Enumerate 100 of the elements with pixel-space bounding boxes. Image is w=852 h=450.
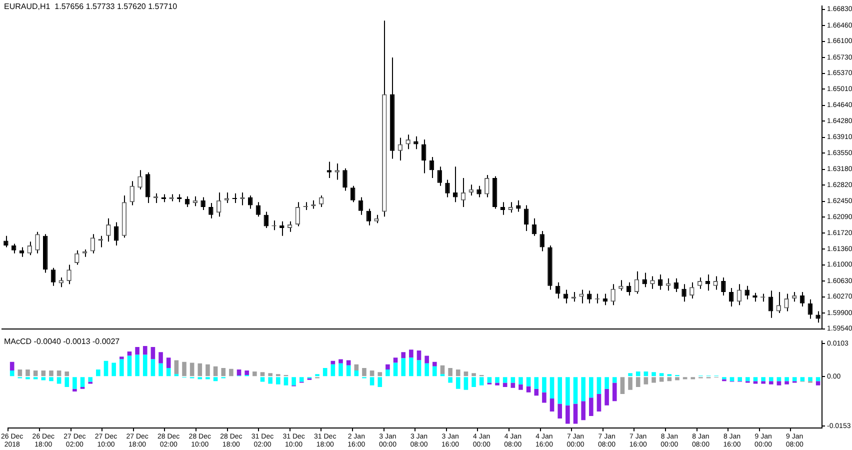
candlestick <box>74 250 80 266</box>
bar <box>667 377 672 382</box>
bar <box>338 359 343 364</box>
bar <box>393 358 398 363</box>
bar <box>112 362 116 376</box>
candlestick <box>184 196 190 208</box>
bar <box>589 398 594 416</box>
bar <box>652 377 656 383</box>
candlestick <box>508 202 513 214</box>
bar <box>72 388 77 392</box>
bar <box>260 372 265 376</box>
bar <box>581 401 586 420</box>
bar <box>416 360 422 376</box>
candlestick <box>800 291 805 307</box>
bar <box>589 377 594 398</box>
bar <box>346 360 351 366</box>
bar <box>330 360 336 364</box>
bar <box>432 366 437 376</box>
candlestick <box>334 163 340 180</box>
candlestick <box>114 222 119 246</box>
bar <box>244 370 250 376</box>
bar <box>330 364 336 376</box>
bar <box>190 362 194 376</box>
bar <box>550 398 554 412</box>
candlestick <box>90 234 96 254</box>
bar <box>198 363 202 376</box>
bar <box>550 377 554 399</box>
chart-title: MAcCD -0.0040 -0.0013 -0.0027 <box>4 337 120 346</box>
bar <box>628 377 632 390</box>
candlestick <box>453 166 458 203</box>
candlestick <box>768 290 774 318</box>
candlestick <box>224 192 230 204</box>
bar <box>604 388 609 406</box>
bar <box>784 381 789 384</box>
bar <box>424 356 429 364</box>
bar <box>64 377 70 387</box>
candlestick <box>484 174 490 198</box>
bar <box>652 372 656 376</box>
bar <box>158 363 163 376</box>
bar <box>472 377 476 387</box>
candlestick <box>658 274 663 290</box>
candlestick <box>287 220 292 232</box>
candlestick <box>445 179 450 198</box>
candlestick <box>690 282 694 300</box>
bar <box>816 377 820 382</box>
bar <box>768 381 774 384</box>
candlestick <box>35 231 40 254</box>
bar <box>252 371 257 376</box>
bar <box>386 370 390 376</box>
bar <box>26 370 30 376</box>
bar <box>518 377 523 384</box>
bar <box>510 377 516 383</box>
chart-title: EURAUD,H1 1.57656 1.57733 1.57620 1.57710 <box>4 2 178 11</box>
bar <box>432 362 437 366</box>
candlestick <box>256 202 261 218</box>
bar <box>604 377 609 389</box>
bar <box>753 377 758 382</box>
bar <box>800 377 805 382</box>
candlestick <box>713 276 718 290</box>
candlestick <box>4 235 8 248</box>
candlestick <box>421 138 426 174</box>
bar <box>18 370 22 376</box>
candlestick <box>350 185 356 203</box>
bar <box>284 377 288 386</box>
bar <box>479 377 484 386</box>
candlestick <box>682 284 686 302</box>
bar <box>612 382 617 402</box>
bar <box>299 377 304 382</box>
bar <box>542 392 546 403</box>
bar <box>659 377 664 382</box>
candlestick <box>130 180 134 206</box>
bar <box>776 377 782 382</box>
bar <box>628 373 632 376</box>
bar <box>542 377 546 392</box>
bar <box>464 377 468 390</box>
bar <box>448 368 452 376</box>
candlestick <box>792 291 797 302</box>
bar <box>409 358 414 376</box>
bar <box>502 377 508 383</box>
candlestick <box>744 285 750 300</box>
candlestick <box>437 166 442 186</box>
candlestick <box>146 172 150 204</box>
candlestick <box>579 289 584 304</box>
candlestick <box>295 202 300 227</box>
candlestick <box>642 272 647 288</box>
bar <box>362 368 366 376</box>
candlestick <box>728 288 734 307</box>
candlestick <box>429 156 434 179</box>
bar <box>354 370 359 376</box>
bar <box>409 350 414 358</box>
candlestick <box>634 270 640 294</box>
bar <box>80 377 85 387</box>
candlestick <box>587 290 592 304</box>
bar <box>378 377 382 387</box>
bar <box>526 386 531 392</box>
bar <box>558 377 562 404</box>
bar <box>142 346 148 355</box>
bar <box>495 382 500 386</box>
candlestick <box>318 195 324 208</box>
bar <box>182 362 186 376</box>
